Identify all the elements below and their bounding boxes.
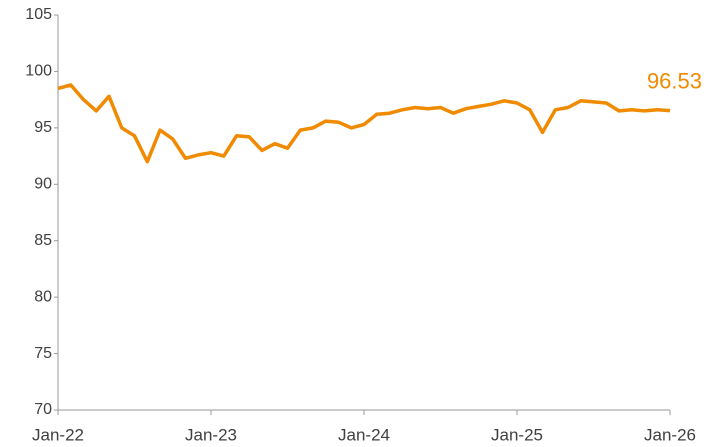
x-tick-label: Jan-25 bbox=[491, 425, 543, 444]
x-tick-label: Jan-22 bbox=[32, 425, 84, 444]
y-tick-label: 75 bbox=[34, 345, 52, 362]
y-tick-label: 80 bbox=[34, 288, 52, 305]
y-tick-label: 105 bbox=[25, 6, 52, 23]
x-tick-label: Jan-24 bbox=[338, 425, 390, 444]
y-tick-label: 70 bbox=[34, 401, 52, 418]
y-tick-label: 85 bbox=[34, 232, 52, 249]
end-value-label: 96.53 bbox=[647, 68, 702, 93]
line bbox=[57, 83, 671, 164]
x-tick-label: Jan-26 bbox=[644, 425, 696, 444]
y-tick-label: 90 bbox=[34, 176, 52, 193]
y-tick-label: 95 bbox=[34, 119, 52, 136]
x-tick-label: Jan-23 bbox=[185, 425, 237, 444]
y-tick-label: 100 bbox=[25, 63, 52, 80]
